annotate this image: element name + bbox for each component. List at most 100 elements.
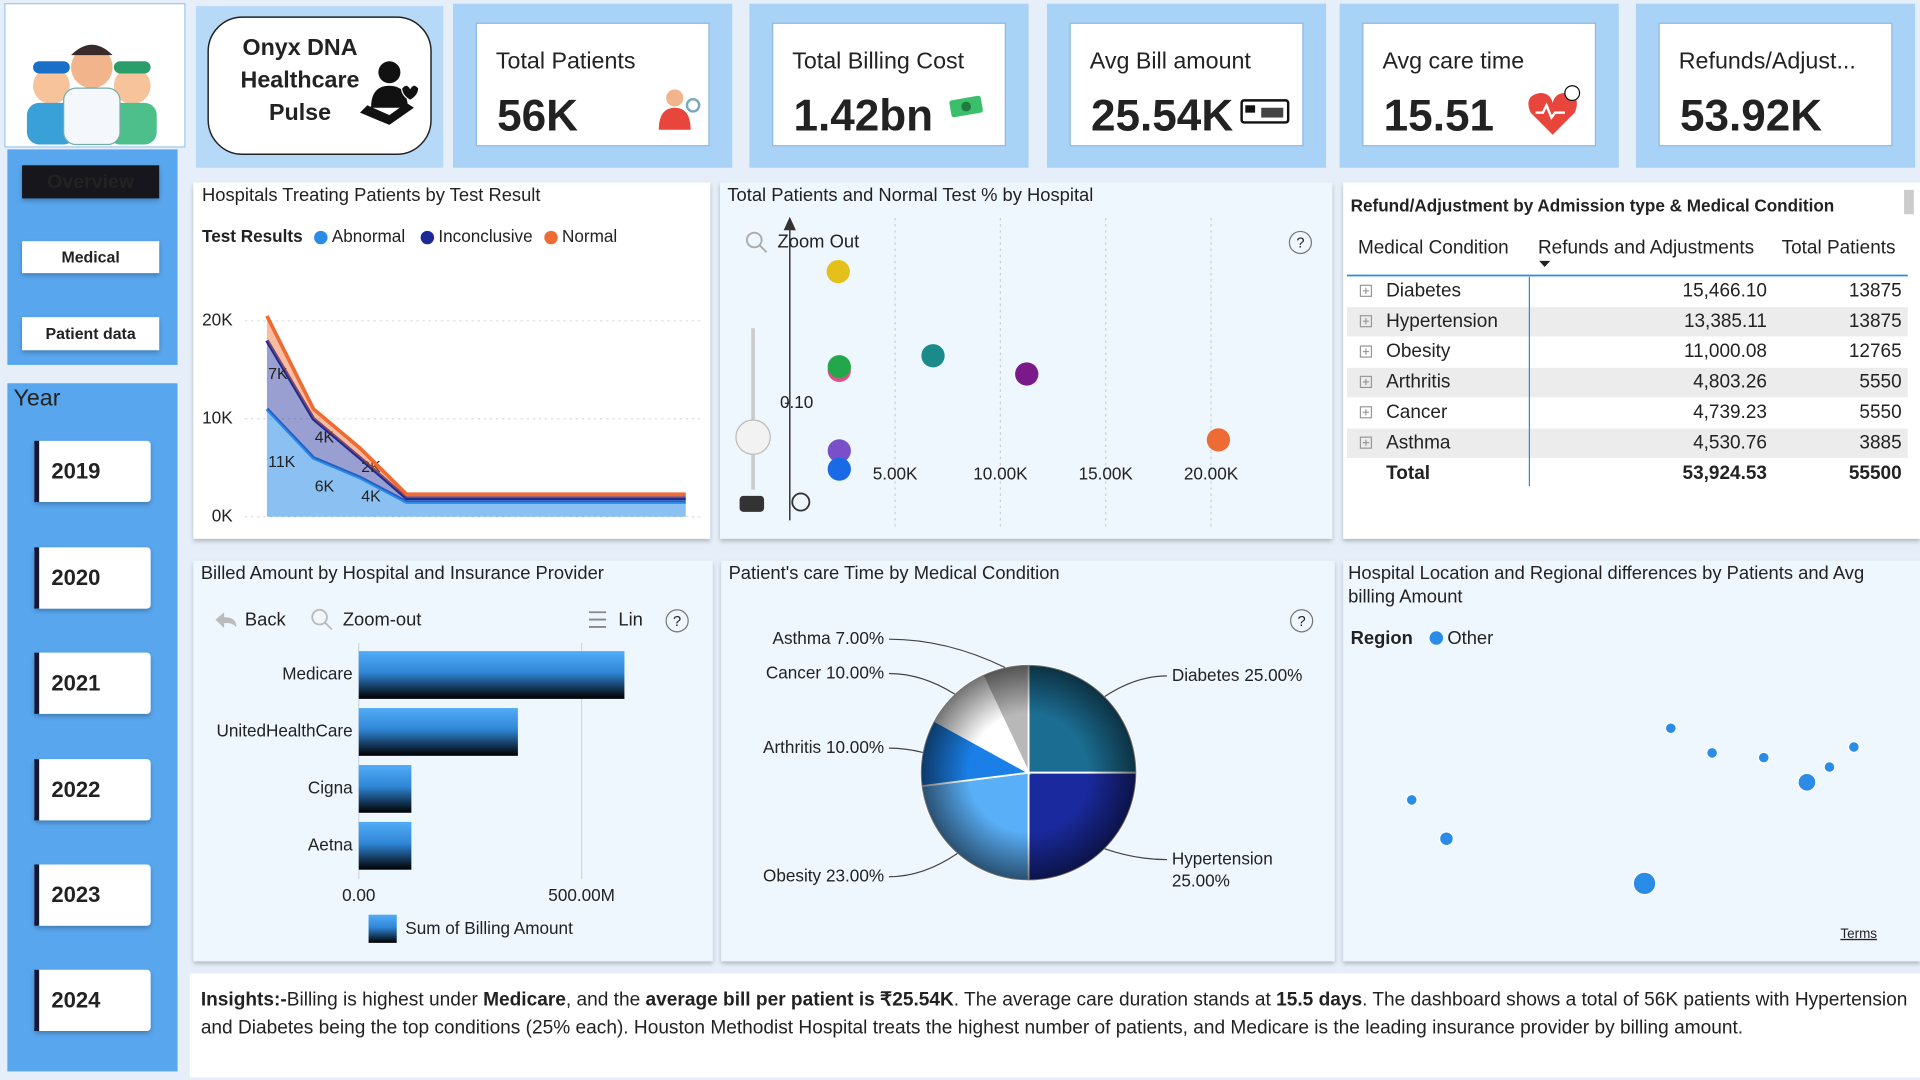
map-bubble [1847,741,1860,754]
slice-label: Obesity 23.00% [763,865,884,885]
scatter-point [827,439,851,463]
year-button-label[interactable]: 2020 [51,565,100,590]
insights-panel [189,973,1920,1078]
slice-value: 10.00% [826,737,884,757]
slice-label: Cancer 10.00% [766,662,884,682]
toolbar-button[interactable]: Zoom-out [343,609,422,630]
toolbar-button[interactable]: Back [245,609,287,630]
year-button[interactable]: 2019 [34,440,151,503]
year-button-label[interactable]: 2023 [51,882,100,907]
expand-button[interactable] [1359,315,1373,328]
y-tick-label: 0K [212,505,234,525]
table-cell: 13875 [1849,311,1902,332]
slice-label: Asthma 7.00% [773,628,885,648]
nav-button-label[interactable]: Medical [61,250,119,267]
year-button-edge [34,440,40,503]
slice-category: Cancer [766,662,822,682]
total-cell: 53,924.53 [1683,463,1767,484]
expand-button[interactable] [1359,436,1373,449]
help-icon: ? [673,614,681,630]
expand-plus [1362,378,1369,385]
slice-category: Hypertension [1172,848,1273,868]
slice-value: 23.00% [826,865,884,885]
year-button[interactable]: 2023 [34,864,151,926]
kpi-label: Total Patients [496,48,636,74]
kpi-label: Refunds/Adjust... [1679,48,1856,74]
expand-button[interactable] [1359,406,1373,419]
y-tick-label: Medicare [282,664,352,684]
year-button-label[interactable]: 2022 [51,777,100,802]
table-cell: Arthritis [1386,372,1450,393]
map-bubble [1706,746,1719,759]
kpi-card-inner [1069,22,1304,147]
kpi-label: Total Billing Cost [792,48,964,74]
kpi-frames [453,3,1916,168]
year-button[interactable]: 2021 [34,652,151,714]
expand-button[interactable] [1359,284,1373,297]
column-header[interactable]: Total Patients [1782,238,1896,259]
kpi-label: Avg care time [1382,48,1524,74]
kpi-label: Avg Bill amount [1090,48,1252,74]
y-tick-label: UnitedHealthCare [217,720,353,740]
y-tick-label: 0.10 [780,392,813,412]
table-cell: Diabetes [1386,280,1461,301]
year-button-label[interactable]: 2019 [51,458,100,483]
column-header[interactable]: Refunds and Adjustments [1538,238,1754,259]
toolbar-button[interactable]: Lin [618,609,643,630]
map-attribution[interactable]: Terms [1840,926,1877,941]
scatter-point [827,457,851,481]
table-cell: 4,530.76 [1693,432,1767,453]
legend-marker [314,230,328,245]
nav-button[interactable]: Overview [22,165,160,199]
kpi-value: 1.42bn [793,91,933,140]
nav-button-bg [22,165,160,199]
table-cell: Cancer [1386,402,1447,423]
nav-button[interactable]: Patient data [22,317,160,351]
slice-category: Arthritis [763,737,821,757]
year-button-bg [34,759,151,821]
year-button[interactable]: 2020 [34,547,151,609]
column-header[interactable]: Medical Condition [1358,238,1509,259]
scatter-controls: ? [735,216,1313,521]
year-button[interactable]: 2022 [34,759,151,821]
table-panel [1343,182,1920,539]
row-band [1346,307,1908,337]
year-button[interactable]: 2024 [34,969,151,1032]
slice-category: Diabetes [1172,664,1240,684]
expand-button[interactable] [1359,345,1373,358]
chart-title: Hospital Location and Regional differenc… [1348,563,1865,608]
year-button-edge [34,652,40,714]
nav-button[interactable]: Medical [22,241,160,274]
help-icon: ? [1298,614,1306,630]
insight-emphasis: Insights:- [200,989,287,1011]
year-button-label[interactable]: 2021 [51,670,100,695]
slice-label: Diabetes 25.00% [1172,664,1303,684]
year-button-label[interactable]: 2024 [51,987,101,1012]
insight-text: , and the [565,989,646,1011]
area-fill [266,408,686,517]
slice-value: 25.00% [1244,664,1302,684]
insight-text: . The average care duration stands at [953,989,1277,1011]
insight-text: . The dashboard shows a total of 56K pat… [200,989,1908,1038]
kpi-icons [658,85,1581,135]
map-bubble [1438,831,1454,847]
x-tick-label: 0.00 [342,885,375,905]
insights-text: Insights:-Billing is highest under Medic… [201,987,1910,1042]
expand-button[interactable] [1359,375,1373,389]
nav-button-label[interactable]: Patient data [46,326,136,343]
insight-text: Billing is highest under [286,989,484,1011]
scatter-point [1015,362,1039,386]
table-cell: Hypertension [1386,311,1498,332]
kpi-card-inner [772,22,1006,147]
kpi-value: 56K [497,91,578,140]
legend-label: Abnormal [332,226,405,246]
nav-button-label[interactable]: Overview [47,171,135,193]
table-title: Refund/Adjustment by Admission type & Me… [1351,195,1835,215]
area-line [265,339,686,500]
table-cell: 4,739.23 [1693,402,1767,423]
app-title: Onyx DNA [243,34,358,60]
toolbar-button[interactable]: Zoom Out [778,230,860,251]
table-cell: 5550 [1859,372,1901,393]
